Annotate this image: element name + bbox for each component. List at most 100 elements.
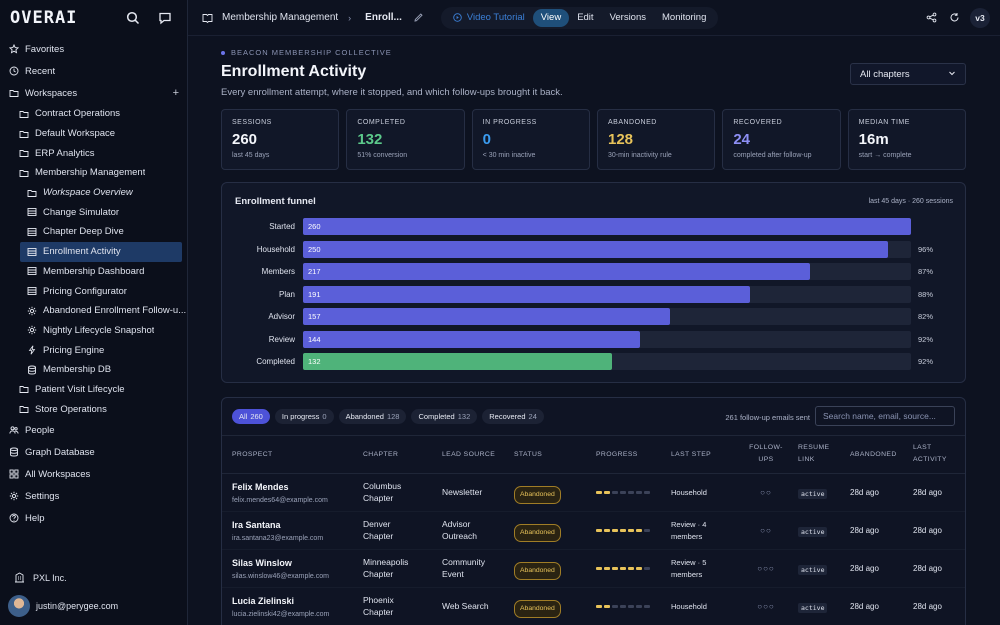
sidebar-item-change-simulator[interactable]: Change Simulator [0,202,187,222]
sidebar-item-erp-analytics[interactable]: ERP Analytics [0,143,187,163]
funnel-bar-value: 144 [308,334,321,344]
progress-segment [604,567,610,570]
prospect-cell[interactable]: Ira Santana ira.santana23@example.com [232,519,323,545]
sidebar-item-contract-operations[interactable]: Contract Operations [0,104,187,124]
building-icon [14,572,25,583]
sidebar-item-abandoned-enrollment-follow-u[interactable]: Abandoned Enrollment Follow-u... [0,301,187,321]
sidebar-item-graph-database[interactable]: Graph Database [0,441,187,463]
clock-icon [8,65,20,77]
col-status[interactable]: STATUS [514,451,543,458]
col-prospect[interactable]: PROSPECT [232,451,273,458]
sidebar-item-label: Patient Visit Lifecycle [35,383,125,395]
refresh-icon[interactable] [949,12,960,23]
col-last-step[interactable]: LAST STEP [671,451,712,458]
resume-link-cell[interactable]: active [798,563,828,576]
folder-icon [18,147,30,159]
sidebar-item-store-operations[interactable]: Store Operations [0,399,187,419]
chapter-select[interactable]: All chapters [850,63,966,85]
chat-icon[interactable] [153,6,177,30]
avatar [8,595,30,617]
col-resume-link[interactable]: RESUME LINK [798,442,829,466]
filter-abandoned[interactable]: Abandoned 128 [338,409,407,424]
funnel-track: 191 [303,285,911,303]
col-chapter[interactable]: CHAPTER [363,451,399,458]
prospect-cell[interactable]: Felix Mendes felix.mendes64@example.com [232,481,328,507]
sidebar-item-membership-dashboard[interactable]: Membership Dashboard [0,262,187,282]
tab-view[interactable]: View [532,8,570,27]
chapter-cell: Denver Chapter [363,518,393,542]
progress-segment [596,567,602,570]
progress-segment [604,491,610,494]
sidebar-item-membership-db[interactable]: Membership DB [0,360,187,380]
sidebar-item-people[interactable]: People [0,419,187,441]
funnel-step-pct: 87% [918,267,934,276]
sidebar-item-default-workspace[interactable]: Default Workspace [0,124,187,144]
star-icon [8,43,20,55]
sidebar-item-settings[interactable]: Settings [0,485,187,507]
search-input[interactable] [815,406,955,426]
video-tutorial-button[interactable]: Video Tutorial [445,9,533,27]
stat-value: 0 [482,131,491,148]
funnel-step-pct: 92% [918,357,934,366]
tab-edit[interactable]: Edit [577,12,594,23]
filter-completed[interactable]: Completed 132 [411,409,478,424]
status-badge: Abandoned [514,524,561,542]
resume-link-cell[interactable]: active [798,487,828,500]
resume-link-cell[interactable]: active [798,525,828,538]
share-icon[interactable] [926,12,937,23]
table-row[interactable]: Lucia Zielinski lucia.zielinski42@example… [222,588,965,625]
sidebar-item-recent[interactable]: Recent [0,60,187,82]
filter-recovered[interactable]: Recovered 24 [482,409,544,424]
col-followups[interactable]: FOLLOW- UPS [746,442,786,466]
breadcrumb[interactable]: Membership Management › [202,12,351,23]
progress-bar [596,605,650,608]
sidebar-item-chapter-deep-dive[interactable]: Chapter Deep Dive [0,222,187,242]
sidebar-item-help[interactable]: Help [0,507,187,529]
sidebar-item-pricing-engine[interactable]: Pricing Engine [0,340,187,360]
table-row[interactable]: Felix Mendes felix.mendes64@example.com Co… [222,474,965,512]
tab-monitoring[interactable]: Monitoring [662,12,707,23]
resume-link-cell[interactable]: active [798,601,828,614]
breadcrumb-workspace[interactable]: Membership Management [222,12,339,23]
logo[interactable]: OVERAI [10,8,78,28]
col-progress[interactable]: PROGRESS [596,451,638,458]
col-lead-source[interactable]: LEAD SOURCE [442,451,496,458]
chapter-line1: Minneapolis [363,557,409,567]
col-last-activity[interactable]: LAST ACTIVITY [913,442,947,466]
funnel-track: 132 [303,353,911,370]
prospect-cell[interactable]: Lucia Zielinski lucia.zielinski42@example… [232,595,329,621]
stat-label: COMPLETED [357,119,406,126]
sidebar-item-favorites[interactable]: Favorites [0,38,187,60]
progress-segment [636,491,642,494]
followups-indicator: ○○ [760,526,772,535]
funnel-bar-value: 250 [308,244,321,254]
sidebar-item-workspaces[interactable]: Workspaces + [0,82,187,104]
filter-all[interactable]: All 260 [232,409,270,424]
sidebar-item-workspace-overview[interactable]: Workspace Overview [0,183,187,203]
table-row[interactable]: Ira Santana ira.santana23@example.com Denv… [222,512,965,550]
chapter-line1: Columbus [363,481,402,491]
org-switcher[interactable]: PXL Inc. [14,572,67,583]
filter-in-progress[interactable]: In progress 0 [274,409,334,424]
version-badge[interactable]: v3 [970,7,990,28]
funnel-step-label: Started [269,222,295,231]
search-icon[interactable] [121,6,145,30]
sidebar-item-nightly-lifecycle-snapshot[interactable]: Nightly Lifecycle Snapshot [0,321,187,341]
add-workspace-icon[interactable]: + [172,87,179,99]
table-row[interactable]: Silas Winslow silas.winslow46@example.com… [222,550,965,588]
tab-versions[interactable]: Versions [609,12,646,23]
gear-icon [26,305,38,317]
chapter-line1: Phoenix [363,595,394,605]
sidebar-item-patient-visit-lifecycle[interactable]: Patient Visit Lifecycle [0,380,187,400]
last-activity-cell: 28d ago [913,526,942,535]
sidebar-item-membership-management[interactable]: Membership Management [0,163,187,183]
progress-segment [620,491,626,494]
sidebar-item-all-workspaces[interactable]: All Workspaces [0,463,187,485]
prospect-cell[interactable]: Silas Winslow silas.winslow46@example.com [232,557,329,583]
pencil-icon[interactable] [414,13,423,22]
last-step-line2: members [671,532,703,541]
col-abandoned[interactable]: ABANDONED [850,451,897,458]
sidebar-item-pricing-configurator[interactable]: Pricing Configurator [0,281,187,301]
sidebar-item-enrollment-activity[interactable]: Enrollment Activity [20,241,182,262]
user-menu[interactable]: justin@perygee.com [8,595,118,617]
